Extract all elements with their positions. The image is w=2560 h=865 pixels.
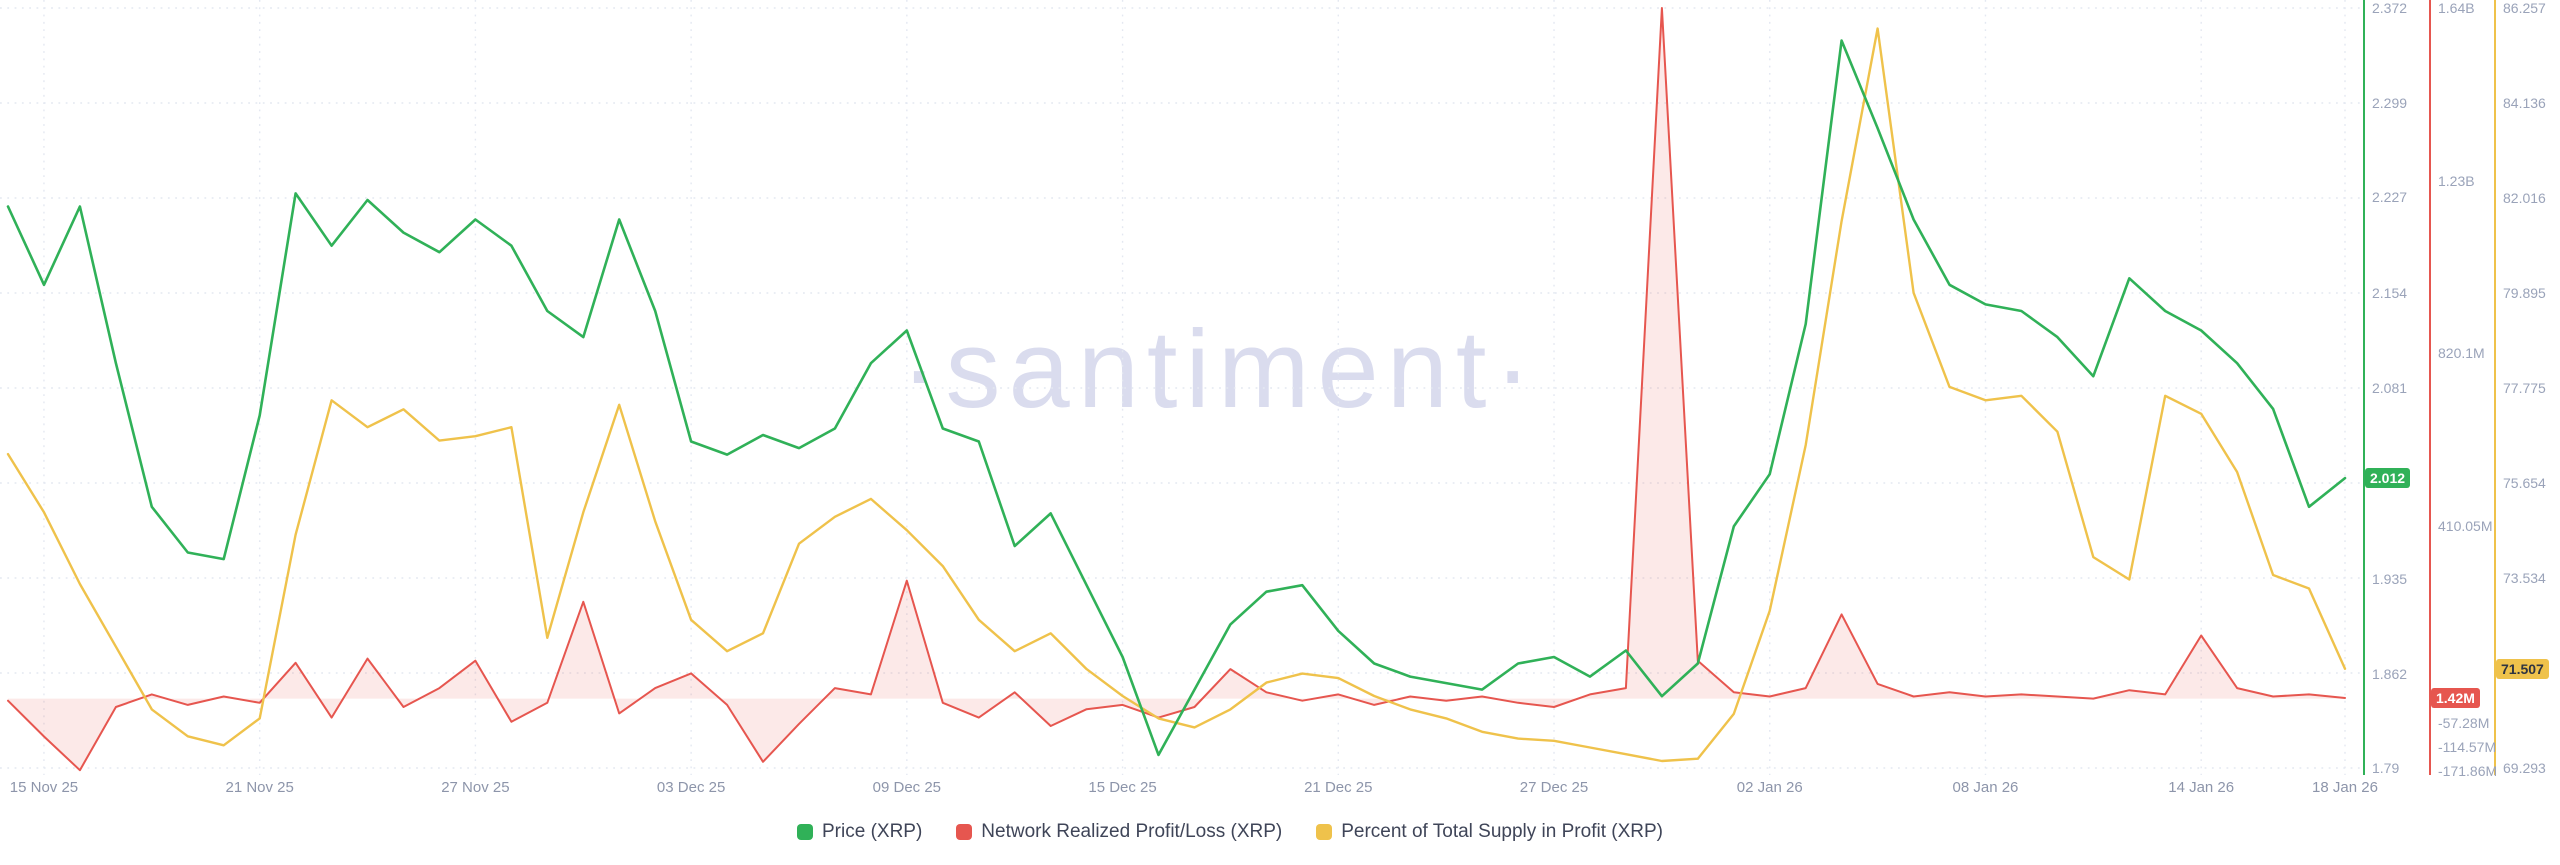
x-axis-label: 08 Jan 26 <box>1952 779 2019 796</box>
price-line <box>6 39 2347 757</box>
legend-label: Percent of Total Supply in Profit (XRP) <box>1341 821 1663 842</box>
price-axis-tick: 2.081 <box>2372 380 2408 396</box>
x-axis-label: 02 Jan 26 <box>1736 779 1803 796</box>
x-axis-label: 27 Nov 25 <box>441 779 510 796</box>
pnl-axis-tick: -57.28M <box>2438 714 2490 731</box>
supply-axis-tick: 84.136 <box>2503 95 2546 112</box>
x-axis-label: 14 Jan 26 <box>2168 779 2235 796</box>
pnl-last-value-badge: 1.42M <box>2431 688 2480 709</box>
price-axis-tick: 1.862 <box>2372 665 2408 682</box>
price-axis-tick: 1.935 <box>2372 570 2408 587</box>
pnl-legend-swatch-icon <box>956 824 973 840</box>
x-axis-label: 18 Jan 26 <box>2312 779 2378 796</box>
x-axis-label: 27 Dec 25 <box>1519 779 1589 796</box>
x-axis-label: 15 Nov 25 <box>9 779 79 796</box>
supply-axis-tick: 69.293 <box>2503 760 2546 776</box>
price-axis-tick: 1.79 <box>2372 760 2400 776</box>
x-axis-label: 09 Dec 25 <box>872 779 942 796</box>
supply-axis-tick: 82.016 <box>2503 190 2546 206</box>
pnl-axis-tick: 1.64B <box>2438 0 2475 16</box>
price-axis-tick: 2.372 <box>2372 0 2408 16</box>
pnl-axis-tick: 410.05M <box>2438 517 2493 534</box>
price-legend-swatch-icon <box>797 824 813 840</box>
supply-last-value-badge: 71.507 <box>2496 658 2549 679</box>
legend-item-pnl[interactable]: Network Realized Profit/Loss (XRP) <box>956 821 1282 843</box>
supply-axis-tick: 79.895 <box>2503 285 2546 302</box>
x-axis-label: 21 Nov 25 <box>225 779 294 796</box>
pnl-axis-tick: 1.23B <box>2438 172 2475 189</box>
supply-axis-tick: 75.654 <box>2503 475 2546 492</box>
supply-axis-tick: 77.775 <box>2503 380 2546 396</box>
supply-axis-tick: 86.257 <box>2503 0 2546 16</box>
pnl-axis-tick: -114.57M <box>2438 738 2497 755</box>
pnl-axis-tick: 820.1M <box>2438 345 2485 362</box>
pnl-area <box>8 8 2345 771</box>
x-axis-label: 15 Dec 25 <box>1088 779 1157 796</box>
supply-axis-tick: 73.534 <box>2503 570 2546 586</box>
price-axis-tick: 2.299 <box>2372 95 2408 112</box>
supply-legend-swatch-icon <box>1316 824 1333 840</box>
legend-item-supply[interactable]: Percent of Total Supply in Profit (XRP) <box>1316 821 1663 843</box>
pnl-axis-tick: -171.86M <box>2438 763 2498 779</box>
legend-item-price[interactable]: Price (XRP) <box>797 821 922 843</box>
supply-line <box>6 27 2347 763</box>
legend-label: Price (XRP) <box>822 821 923 842</box>
price-last-value-badge: 2.012 <box>2365 468 2411 489</box>
legend-label: Network Realized Profit/Loss (XRP) <box>981 821 1283 842</box>
price-axis-tick: 2.227 <box>2372 189 2408 206</box>
watermark: ·santiment· <box>900 308 1540 431</box>
price-axis-tick: 2.154 <box>2372 284 2408 301</box>
pnl-line <box>7 7 2346 772</box>
x-axis-label: 03 Dec 25 <box>656 779 726 796</box>
x-axis-label: 21 Dec 25 <box>1304 779 1373 796</box>
legend: Price (XRP) Network Realized Profit/Loss … <box>0 821 2460 843</box>
